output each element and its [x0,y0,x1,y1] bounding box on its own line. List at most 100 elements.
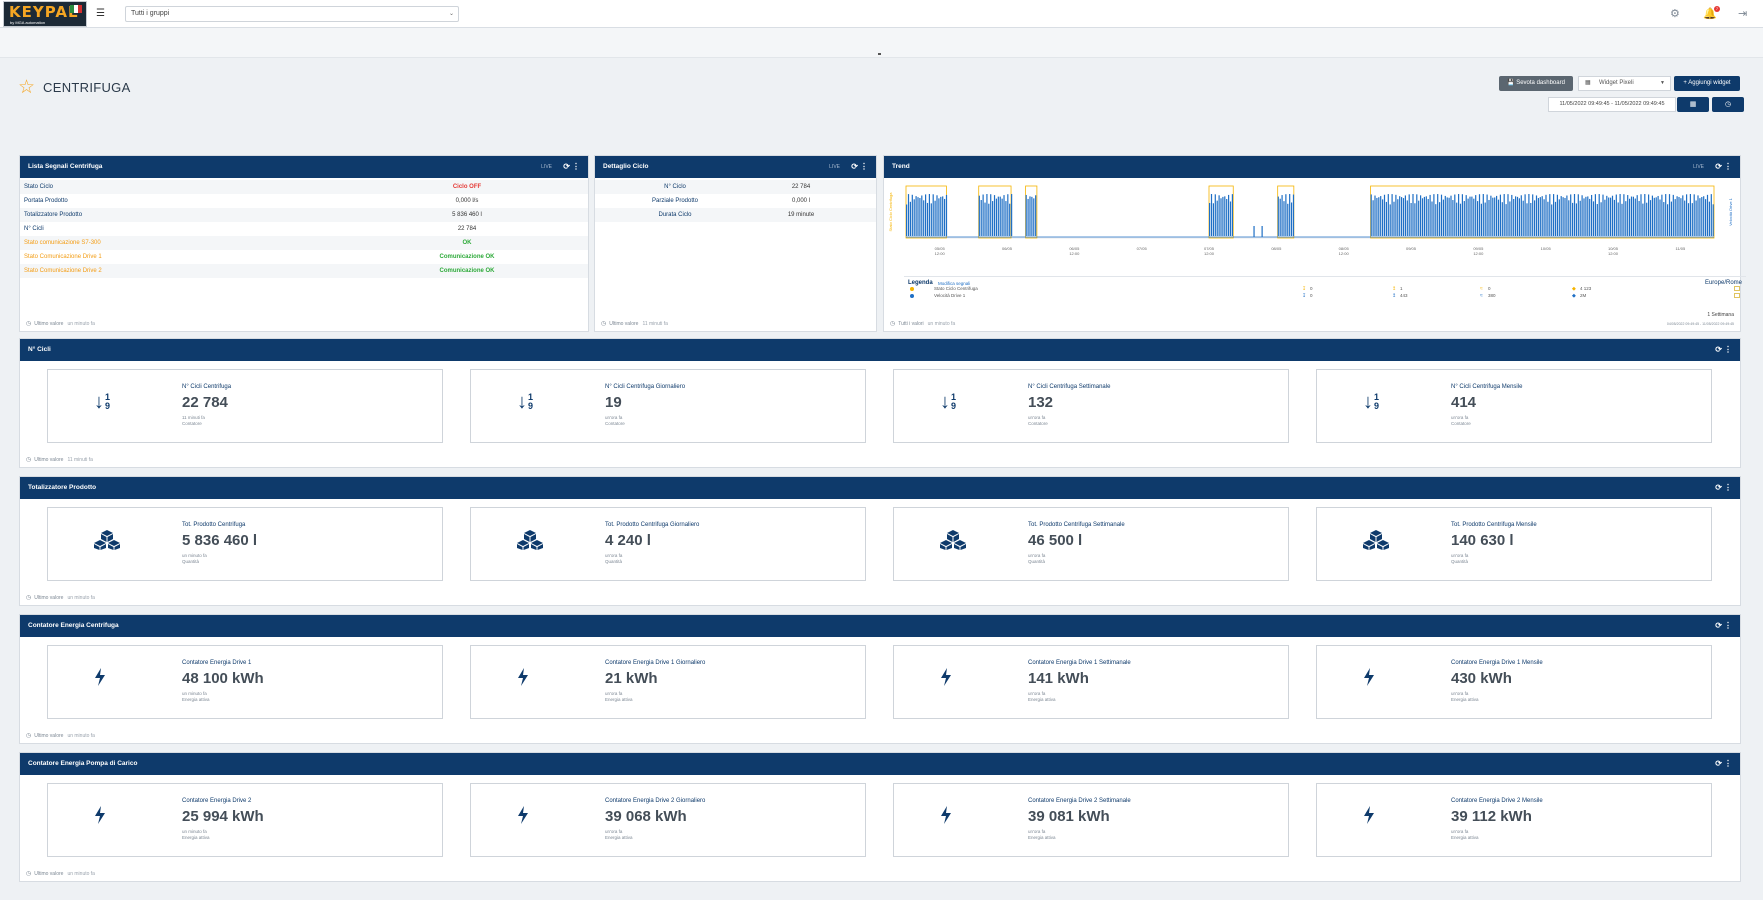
series-drive-speed-bar [1608,197,1610,236]
kpi-card[interactable]: Contatore Energia Drive 1 Giornaliero 21 … [470,645,866,719]
kpi-value: 46 500 l [1028,532,1083,549]
kpi-card[interactable]: Tot. Prodotto Centrifuga Mensile 140 630 … [1316,507,1712,581]
date-range-input[interactable]: 11/05/2022 09:49:45 - 11/05/2022 09:49:4… [1548,97,1676,112]
series-drive-speed-bar [930,203,932,236]
kpi-label: N° Cicli Centrifuga Settimanale [1028,384,1111,390]
series-drive-speed-bar [1596,204,1598,236]
legend-toggle[interactable] [1734,293,1740,298]
kpi-card[interactable]: Contatore Energia Drive 2 Settimanale 39 … [893,783,1289,857]
widget-select[interactable]: ▦ Widget Pixeli ▼ [1578,76,1671,91]
plus-icon: + [1683,80,1687,86]
series-drive-speed-bar [1003,195,1005,236]
kebab-menu-icon[interactable]: ⋮ [1724,483,1732,492]
gear-icon[interactable]: ⚙ [1670,8,1680,20]
refresh-icon[interactable]: ⟳ [851,162,858,171]
kebab-menu-icon[interactable]: ⋮ [1724,621,1732,630]
clock-icon: ◷ [601,321,607,327]
kpi-card[interactable]: Tot. Prodotto Centrifuga Giornaliero 4 24… [470,507,866,581]
kpi-card[interactable]: Contatore Energia Drive 1 Mensile 430 kWh… [1316,645,1712,719]
bolt-icon [940,806,952,829]
series-drive-speed-bar [1667,204,1669,236]
add-widget-button[interactable]: + Aggiungi widget [1674,76,1740,91]
kpi-label: Contatore Energia Drive 2 Settimanale [1028,798,1131,804]
kpi-card[interactable]: ↓ 1 9 N° Cicli Centrifuga Mensile 414 un'ora … [1316,369,1712,443]
period-label: 1 Settimana [1707,312,1734,318]
series-drive-speed-bar [1435,204,1437,236]
refresh-icon[interactable]: ⟳ [563,162,570,171]
series-drive-speed-bar [1397,199,1399,236]
kpi-card[interactable]: Contatore Energia Drive 2 25 994 kWh un mi… [47,783,443,857]
trend-panel: Trend LIVE ⟳ ⋮ Stato Ciclo Centrifuga Vel… [883,155,1746,332]
kpi-card[interactable]: Contatore Energia Drive 2 Mensile 39 112 … [1316,783,1712,857]
series-drive-speed-bar [1005,201,1007,236]
hamburger-icon[interactable]: ☰ [96,8,105,19]
section-title: Contatore Energia Centrifuga [28,622,119,629]
series-drive-speed-bar [1636,195,1638,236]
series-drive-speed-bar [1461,194,1463,236]
star-icon[interactable]: ☆ [18,77,36,98]
save-dashboard-button[interactable]: 💾 Sevota dashboard [1499,76,1573,91]
refresh-icon[interactable]: ⟳ [1715,483,1722,492]
bell-icon[interactable]: 🔔 [1703,8,1717,20]
kpi-card[interactable]: Tot. Prodotto Centrifuga Settimanale 46 5… [893,507,1289,581]
series-drive-speed-bar [1659,199,1661,236]
series-drive-speed-bar [999,196,1001,236]
series-drive-speed-bar [1440,194,1443,236]
series-drive-speed-bar [1387,194,1389,236]
signal-name: N° Cicli [24,226,44,232]
series-drive-speed-bar [1710,194,1712,236]
legend-toggle[interactable] [1734,286,1740,291]
series-drive-speed-bar [1281,195,1283,236]
series-drive-speed-bar [1287,203,1289,236]
clock-icon: ◷ [26,457,32,463]
series-drive-speed-bar [1661,194,1663,236]
series-drive-speed-bar [1467,198,1469,236]
kpi-card[interactable]: Tot. Prodotto Centrifuga 5 836 460 l un mi… [47,507,443,581]
series-drive-speed-bar [1638,200,1640,236]
kpi-unit: Quantità [1028,559,1046,564]
series-drive-speed-bar [1292,194,1295,236]
calendar-button[interactable]: ▦ [1677,97,1709,112]
series-drive-speed-bar [1611,195,1614,236]
timezone-label[interactable]: Europe/Rome [1704,280,1742,286]
collapse-handle[interactable] [878,53,881,55]
cycle-field-value: 0,000 l [791,198,810,204]
series-drive-speed-bar [1471,196,1473,236]
refresh-icon[interactable]: ⟳ [1715,621,1722,630]
series-drive-speed-bar [986,194,988,236]
clock-icon: ◷ [26,595,32,601]
refresh-icon[interactable]: ⟳ [1715,759,1722,768]
kpi-label: Tot. Prodotto Centrifuga Giornaliero [605,522,700,528]
kpi-card[interactable]: ↓ 1 9 N° Cicli Centrifuga 22 784 11 minuti fa… [47,369,443,443]
panel-header: Totalizzatore Prodotto ⟳ ⋮ [20,477,1740,499]
series-drive-speed-bar [1627,195,1629,236]
kpi-unit: Energia attiva [1451,835,1479,840]
clock-button[interactable]: ◷ [1712,97,1744,112]
kebab-menu-icon[interactable]: ⋮ [572,162,580,171]
kpi-card[interactable]: Contatore Energia Drive 2 Giornaliero 39 … [470,783,866,857]
kpi-card[interactable]: Contatore Energia Drive 1 Settimanale 141… [893,645,1289,719]
kpi-card[interactable]: Contatore Energia Drive 1 48 100 kWh un mi… [47,645,443,719]
chevron-down-icon: ▼ [1660,80,1665,86]
refresh-icon[interactable]: ⟳ [1715,345,1722,354]
kpi-card[interactable]: ↓ 1 9 N° Cicli Centrifuga Settimanale 132 un'… [893,369,1289,443]
refresh-icon[interactable]: ⟳ [1715,162,1722,171]
series-drive-speed-bar [1625,201,1627,236]
cycle-field-value: 19 minute [787,212,815,218]
group-select[interactable]: Tutti i gruppi ⌄ [125,6,459,22]
table-row: Totalizzatore Prodotto 5 836 460 l [20,208,588,222]
edit-signals-link[interactable]: Modifica segnali [938,281,971,286]
kebab-menu-icon[interactable]: ⋮ [1724,162,1732,171]
legend-stat-icon: ↥ [1392,293,1397,299]
kebab-menu-icon[interactable]: ⋮ [1724,345,1732,354]
logout-icon[interactable]: ⇥ [1738,8,1748,20]
flag-icon [70,5,82,13]
kebab-menu-icon[interactable]: ⋮ [860,162,868,171]
cubes-icon [517,530,543,555]
kebab-menu-icon[interactable]: ⋮ [1724,759,1732,768]
series-drive-speed-bar [1566,195,1568,236]
app-logo[interactable]: KEYPAL by MGA automation [3,1,87,27]
series-drive-speed-bar [1712,204,1714,236]
kpi-card[interactable]: ↓ 1 9 N° Cicli Centrifuga Giornaliero 19 un'o… [470,369,866,443]
trend-chart[interactable]: Stato Ciclo Centrifuga Velocità Drive 1 05… [884,180,1740,276]
